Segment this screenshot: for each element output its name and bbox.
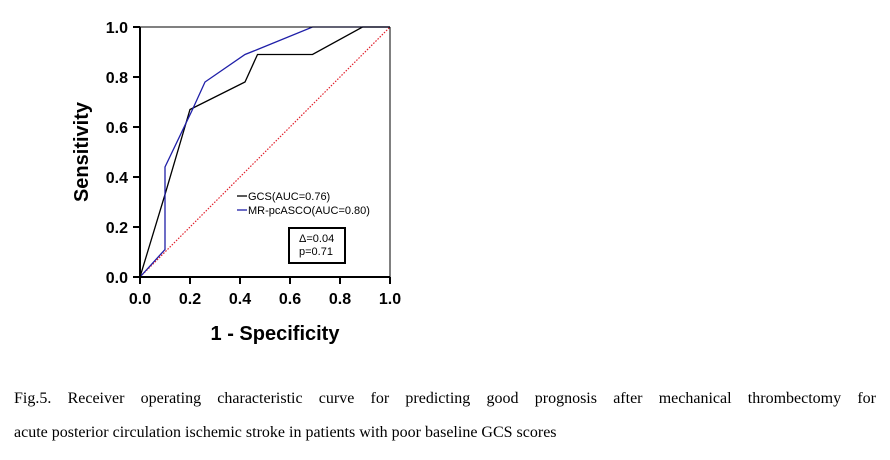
x-tick-label: 0.2 [179,291,201,308]
figure-caption: Fig.5. Receiver operating characteristic… [14,382,876,450]
caption-line-2: acute posterior circulation ischemic str… [14,424,557,441]
y-tick-label: 0.8 [106,70,128,87]
x-tick-label: 0.8 [329,291,351,308]
y-tick-label: 0.4 [106,170,128,187]
y-axis-title: Sensitivity [71,101,93,202]
caption-line-1: Fig.5. Receiver operating characteristic… [14,390,876,407]
roc-chart: 0.0 0.2 0.4 0.6 0.8 1.0 0.0 0.2 0.4 0.6 0.8 1.0 1 - … [71,20,401,345]
x-tick-label: 0.6 [279,291,301,308]
delta-auc-label: Δ=0.04 [299,233,334,245]
y-tick-label: 0.0 [106,270,128,287]
y-tick-label: 0.2 [106,220,128,237]
x-tick-label: 0.4 [229,291,251,308]
legend-entry: GCS(AUC=0.76) [248,191,330,203]
legend-entry: MR-pcASCO(AUC=0.80) [248,205,370,217]
x-axis-title: 1 - Specificity [211,323,341,345]
legend: GCS(AUC=0.76) MR-pcASCO(AUC=0.80) [237,191,370,217]
p-value-label: p=0.71 [299,246,333,258]
x-tick-label: 0.0 [129,291,151,308]
x-tick-label: 1.0 [379,291,401,308]
series-line-gcs [139,26,390,278]
y-tick-label: 0.6 [106,120,128,137]
axes: 0.0 0.2 0.4 0.6 0.8 1.0 0.0 0.2 0.4 0.6 0.8 1.0 1 - … [71,20,401,345]
stats-box: Δ=0.04p=0.71 [288,227,346,264]
stats-box-border [288,227,346,264]
y-tick-label: 1.0 [106,20,128,37]
plot-area [139,26,391,278]
reference-diagonal-line [139,26,391,278]
